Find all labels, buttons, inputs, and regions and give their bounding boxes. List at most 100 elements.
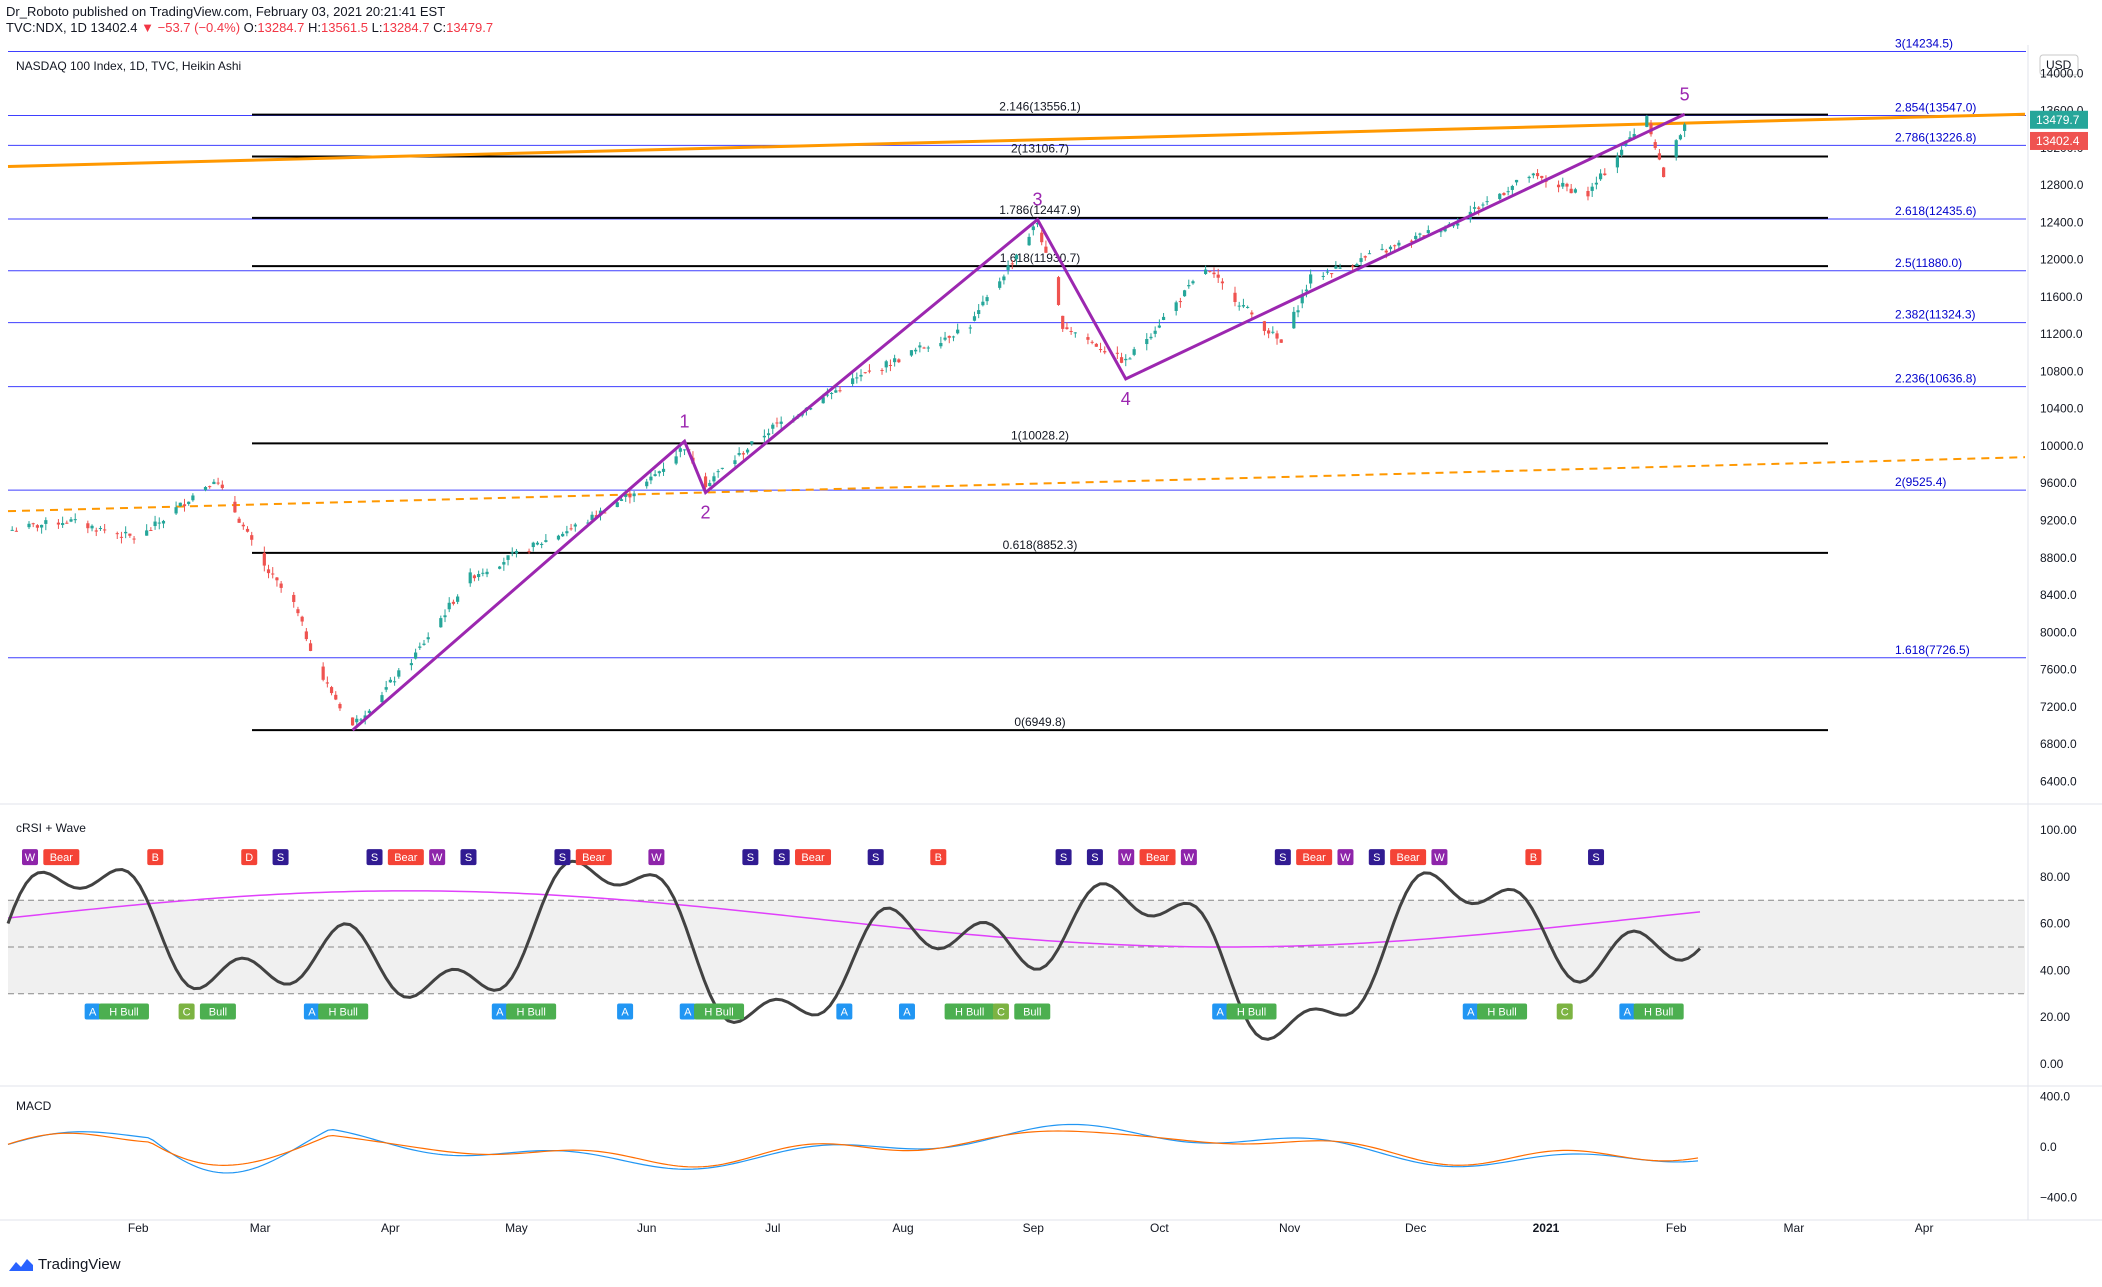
crsi-signal-badge[interactable]: A (84, 1003, 101, 1020)
crsi-signal-badge[interactable]: H Bull (506, 1003, 557, 1020)
crsi-signal-badge[interactable]: D (241, 849, 258, 866)
crsi-signal-badge[interactable]: Bear (575, 849, 612, 866)
crsi-badge-label: D (245, 852, 253, 864)
candle-body (439, 618, 443, 628)
crsi-signal-badge[interactable]: C (992, 1003, 1009, 1020)
crsi-signal-badge[interactable]: B (147, 849, 164, 866)
candle-body (275, 577, 279, 581)
trendline-solid[interactable] (7, 112, 2026, 168)
crsi-signal-badge[interactable]: A (303, 1003, 320, 1020)
crsi-signal-badge[interactable]: H Bull (1477, 1003, 1528, 1020)
crsi-signal-badge[interactable]: A (491, 1003, 508, 1020)
crsi-signal-badge[interactable]: S (1588, 849, 1605, 866)
candle-body (350, 717, 355, 726)
candle-body (1355, 264, 1359, 267)
candle-body (1573, 189, 1577, 193)
currency-badge[interactable]: USD (2039, 54, 2079, 76)
candle-body (325, 682, 329, 684)
crsi-signal-badge[interactable]: A (1462, 1003, 1479, 1020)
crsi-signal-badge[interactable]: W (1180, 849, 1197, 866)
crsi-signal-badge[interactable]: S (1086, 849, 1103, 866)
crsi-badge-label: S (277, 852, 284, 864)
candle-body (292, 594, 296, 602)
crsi-signal-badge[interactable]: S (1274, 849, 1291, 866)
candle-body (657, 471, 661, 474)
candle-body (1292, 311, 1296, 329)
candle-body (321, 666, 325, 680)
crsi-signal-badge[interactable]: S (1055, 849, 1072, 866)
crsi-signal-badge[interactable]: S (554, 849, 571, 866)
crsi-signal-badge[interactable]: H Bull (98, 1003, 149, 1020)
crsi-signal-badge[interactable]: H Bull (1633, 1003, 1684, 1020)
trendline-dashed[interactable] (7, 456, 2026, 513)
crsi-signal-badge[interactable]: H Bull (694, 1003, 745, 1020)
crsi-signal-badge[interactable]: W (429, 849, 446, 866)
crsi-signal-badge[interactable]: Bear (795, 849, 832, 866)
price-tick: 11600.0 (2040, 290, 2083, 304)
crsi-signal-badge[interactable]: S (867, 849, 884, 866)
crsi-signal-badge[interactable]: S (742, 849, 759, 866)
crsi-signal-badge[interactable]: S (460, 849, 477, 866)
candle-body (1128, 358, 1132, 360)
candle-body (733, 460, 737, 465)
crsi-signal-badge[interactable]: Bear (387, 849, 424, 866)
candle-body (145, 530, 149, 536)
candle-body (540, 543, 544, 545)
crsi-signal-badge[interactable]: Bear (1296, 849, 1333, 866)
fib-level-label: 0.618(8852.3) (1003, 538, 1078, 552)
crsi-signal-badge[interactable]: Bull (1014, 1003, 1051, 1020)
crsi-signal-badge[interactable]: Bear (43, 849, 80, 866)
crsi-signal-badge[interactable]: C (1556, 1003, 1573, 1020)
tradingview-logo-icon (9, 1258, 33, 1271)
candle-body (468, 572, 472, 584)
crsi-badge-box (992, 1003, 1009, 1020)
crsi-signal-badge[interactable]: S (1368, 849, 1385, 866)
candle-body (569, 528, 573, 530)
candle-body (485, 571, 489, 575)
candle-body (1565, 183, 1569, 187)
crsi-signal-badge[interactable]: A (1212, 1003, 1229, 1020)
crsi-signal-badge[interactable]: A (1619, 1003, 1636, 1020)
crsi-signal-badge[interactable]: S (773, 849, 790, 866)
crsi-signal-badge[interactable]: H Bull (1226, 1003, 1277, 1020)
crsi-signal-badge[interactable]: A (679, 1003, 696, 1020)
crsi-signal-badge[interactable]: S (272, 849, 289, 866)
crsi-signal-badge[interactable]: Bull (199, 1003, 236, 1020)
crsi-signal-badge[interactable]: Bear (1139, 849, 1176, 866)
crsi-signal-badge[interactable]: A (617, 1003, 634, 1020)
crsi-signal-badge[interactable]: H Bull (944, 1003, 995, 1020)
crsi-signal-badge[interactable]: A (836, 1003, 853, 1020)
crsi-signal-badge[interactable]: W (648, 849, 665, 866)
publisher-name[interactable]: Dr_Roboto (6, 4, 69, 19)
tradingview-brand[interactable]: TradingView (8, 1256, 121, 1273)
crsi-badge-label: Bear (1396, 852, 1420, 864)
candle-body (422, 643, 426, 645)
crsi-badge-label: B (1530, 852, 1537, 864)
candle-body (1510, 186, 1514, 190)
crsi-signal-badge[interactable]: A (898, 1003, 915, 1020)
candle-body (653, 474, 657, 476)
crsi-signal-badge[interactable]: H Bull (318, 1003, 369, 1020)
crsi-signal-badge[interactable]: C (178, 1003, 195, 1020)
time-tick: 2021 (1533, 1221, 1560, 1235)
candle-body (863, 372, 867, 374)
crsi-badge-box (1274, 849, 1291, 866)
candle-body (35, 525, 40, 528)
candle-body (203, 487, 208, 491)
crsi-signal-badge[interactable]: B (930, 849, 947, 866)
crsi-signal-badge[interactable]: S (366, 849, 383, 866)
crsi-badge-label: S (1373, 852, 1380, 864)
candle-body (628, 494, 632, 498)
candle-body (661, 468, 666, 472)
crsi-signal-badge[interactable]: B (1525, 849, 1542, 866)
price-tick: 11200.0 (2040, 327, 2083, 341)
crsi-signal-badge[interactable]: W (22, 849, 38, 866)
crsi-signal-badge[interactable]: W (1118, 849, 1135, 866)
crsi-signal-badge[interactable]: Bear (1390, 849, 1427, 866)
crsi-signal-badge[interactable]: W (1337, 849, 1354, 866)
crsi-signal-badge[interactable]: W (1431, 849, 1448, 866)
candle-body (216, 482, 220, 484)
symbol-label[interactable]: TVC:NDX, 1D (6, 20, 87, 35)
elliott-wave-line[interactable] (351, 112, 1686, 732)
